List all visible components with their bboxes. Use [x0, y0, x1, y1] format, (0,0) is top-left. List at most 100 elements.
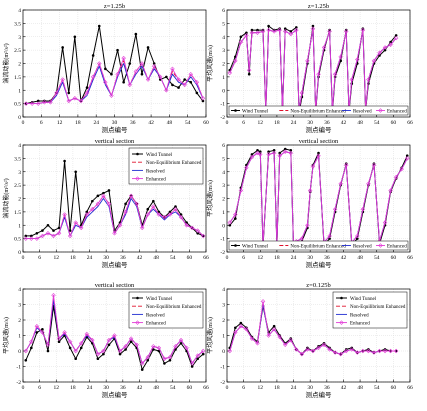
- x-axis-label: 测点编号: [102, 260, 129, 269]
- legend-label: Enhanced: [350, 322, 370, 327]
- data-point: [170, 66, 175, 72]
- data-point: [79, 225, 84, 231]
- x-tick-label: 18: [274, 385, 280, 391]
- data-point: [338, 54, 343, 60]
- data-point: [23, 236, 28, 241]
- y-tick-label: 3: [222, 48, 225, 54]
- legend-marker: [340, 296, 343, 300]
- x-tick-label: 60: [391, 120, 397, 126]
- data-point: [174, 205, 177, 208]
- data-point: [255, 341, 260, 346]
- data-point: [278, 27, 281, 31]
- data-point: [56, 231, 62, 236]
- data-point: [201, 348, 206, 354]
- x-tick-label: 30: [103, 255, 109, 261]
- legend-label: Wind Tunnel: [242, 110, 269, 115]
- y-axis-label: 平均风速(m/s): [206, 180, 214, 217]
- data-point: [152, 62, 156, 65]
- data-point: [117, 348, 123, 354]
- data-point: [162, 356, 167, 361]
- data-point: [250, 153, 254, 156]
- data-point: [66, 98, 71, 104]
- x-tick-label: 12: [54, 385, 60, 391]
- legend-box: [228, 240, 409, 251]
- x-tick-label: 42: [341, 120, 347, 126]
- y-tick-label: 3.5: [14, 21, 21, 27]
- data-point: [23, 101, 29, 106]
- data-point: [145, 354, 150, 360]
- data-point: [349, 77, 354, 82]
- x-tick-label: 18: [70, 385, 76, 391]
- x-tick-label: 6: [242, 255, 245, 261]
- x-tick-label: 24: [291, 385, 297, 391]
- legend-label: Resolved: [353, 245, 372, 250]
- data-point: [34, 323, 40, 329]
- data-point: [388, 348, 393, 354]
- data-point: [344, 162, 348, 166]
- data-point: [372, 162, 376, 166]
- data-point: [51, 233, 56, 239]
- data-point: [249, 154, 255, 160]
- data-point: [168, 210, 172, 214]
- data-point: [310, 164, 316, 169]
- data-point: [366, 348, 371, 354]
- data-point: [107, 189, 111, 192]
- data-point: [378, 54, 381, 57]
- legend: Wind Tunnel Non-Equilibrium Enhanced Resol…: [128, 147, 204, 185]
- x-tick-label: 6: [38, 255, 41, 261]
- data-point: [393, 35, 399, 41]
- y-tick-label: 4: [222, 35, 225, 41]
- legend-marker: [135, 176, 140, 181]
- data-point: [238, 188, 244, 193]
- data-point: [344, 162, 349, 168]
- data-point: [238, 39, 244, 45]
- x-tick-label: 0: [226, 255, 229, 261]
- x-tick-label: 24: [93, 120, 99, 126]
- data-point: [140, 361, 145, 366]
- legend: Wind Tunnel Non-Equilibrium Enhanced Resol…: [228, 240, 409, 251]
- data-point: [246, 67, 252, 73]
- data-point: [164, 88, 169, 93]
- data-point: [115, 71, 120, 77]
- data-point: [178, 215, 184, 220]
- data-point: [238, 323, 244, 329]
- x-tick-label: 66: [203, 255, 209, 261]
- data-point: [355, 57, 360, 62]
- chart-title: z=1.25b: [104, 3, 125, 10]
- data-point: [110, 72, 113, 76]
- data-point: [233, 330, 238, 335]
- chart-5: 0 6 12 18 24 30 36 42 48 54 60 66-2-101234vertical …: [2, 282, 209, 399]
- data-point: [140, 368, 144, 371]
- data-point: [78, 98, 84, 104]
- data-point: [95, 351, 101, 357]
- data-point: [360, 206, 366, 212]
- chart-title: vertical section: [95, 282, 135, 289]
- data-point: [184, 345, 189, 351]
- x-tick-label: 36: [324, 120, 330, 126]
- x-axis-label: 测点编号: [306, 260, 333, 269]
- y-tick-label: 3: [18, 35, 21, 41]
- data-point: [344, 29, 349, 34]
- data-point: [63, 159, 66, 163]
- data-point: [62, 212, 67, 217]
- x-tick-label: 12: [57, 120, 63, 126]
- data-point: [239, 321, 243, 325]
- data-point: [332, 206, 338, 212]
- y-tick-label: -1: [220, 102, 225, 108]
- chart-1: 0 6 12 18 24 30 36 42 48 54 60 0 0.5 1 1.5 2 2.5 3 3.5 4 z=1…: [2, 3, 209, 134]
- x-tick-label: 18: [274, 120, 280, 126]
- chart-6: 0 6 12 18 24 30 36 42 48 54 60 66-2-101234z=0.125b测…: [206, 282, 413, 399]
- data-point: [247, 72, 251, 76]
- data-point: [62, 330, 67, 335]
- data-point: [68, 346, 72, 350]
- data-point: [97, 61, 102, 66]
- data-point: [244, 33, 249, 38]
- legend-label: Resolved: [353, 110, 372, 115]
- data-point: [23, 348, 28, 354]
- y-tick-label: 2: [222, 197, 225, 203]
- legend-marker: [136, 152, 139, 156]
- data-point: [389, 40, 392, 44]
- y-tick-label: 1: [18, 223, 21, 229]
- legend: Wind Tunnel Non-Equilibrium Enhanced Resol…: [332, 291, 408, 329]
- x-tick-label: 60: [187, 255, 193, 261]
